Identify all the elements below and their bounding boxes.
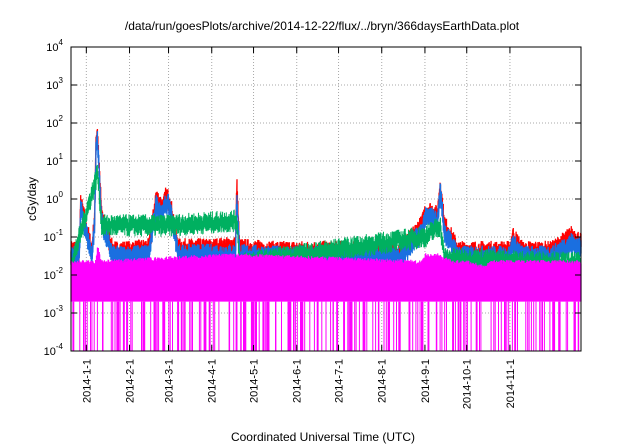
y-tick-exponent: -1 xyxy=(56,228,64,237)
y-tick-mantissa: 10 xyxy=(46,118,58,130)
y-tick-mantissa: 10 xyxy=(46,80,58,92)
y-axis-label: cGy/day xyxy=(25,177,39,221)
y-tick-label: 104 xyxy=(46,38,63,54)
y-tick-mantissa: 10 xyxy=(44,270,56,282)
x-tick-label: 2014-5-1 xyxy=(249,359,261,403)
y-tick-label: 10-4 xyxy=(44,342,64,358)
y-tick-label: 10-1 xyxy=(44,228,64,244)
series-dropouts xyxy=(70,301,580,351)
y-tick-label: 102 xyxy=(46,114,63,130)
x-axis-label: Coordinated Universal Time (UTC) xyxy=(231,430,415,444)
x-tick-label: 2014-8-1 xyxy=(377,359,389,403)
x-tick-label: 2014-7-1 xyxy=(334,359,346,403)
y-tick-mantissa: 10 xyxy=(44,346,56,358)
y-tick-mantissa: 10 xyxy=(46,194,58,206)
series-2 xyxy=(70,164,582,277)
y-tick-exponent: -4 xyxy=(56,342,64,351)
y-tick-label: 10-2 xyxy=(44,266,64,282)
series-3 xyxy=(70,247,582,351)
chart-title: /data/run/goesPlots/archive/2014-12-22/f… xyxy=(125,19,520,33)
x-tick-label: 2014-3-1 xyxy=(164,359,176,403)
y-tick-label: 101 xyxy=(46,152,63,168)
x-tick-label: 2014-11-1 xyxy=(505,359,517,408)
y-tick-mantissa: 10 xyxy=(44,308,56,320)
y-tick-exponent: 4 xyxy=(59,38,64,47)
plot-area xyxy=(70,128,582,351)
y-tick-mantissa: 10 xyxy=(46,156,58,168)
y-tick-label: 100 xyxy=(46,190,63,206)
y-tick-label: 10-3 xyxy=(44,304,64,320)
series-trace xyxy=(70,164,582,277)
y-tick-mantissa: 10 xyxy=(46,42,58,54)
y-tick-label: 103 xyxy=(46,76,63,92)
y-tick-exponent: 0 xyxy=(59,190,64,199)
x-tick-label: 2014-1-1 xyxy=(81,359,93,403)
x-tick-label: 2014-4-1 xyxy=(207,359,219,403)
y-tick-exponent: -3 xyxy=(56,304,64,313)
x-tick-label: 2014-2-1 xyxy=(125,359,137,403)
x-tick-label: 2014-9-1 xyxy=(420,359,432,403)
x-tick-label: 2014-10-1 xyxy=(462,359,474,409)
y-tick-exponent: 3 xyxy=(59,76,64,85)
y-tick-exponent: -2 xyxy=(56,266,64,275)
x-tick-label: 2014-6-1 xyxy=(292,359,304,403)
y-tick-exponent: 1 xyxy=(59,152,64,161)
y-tick-mantissa: 10 xyxy=(44,232,56,244)
y-tick-exponent: 2 xyxy=(59,114,64,123)
axis-ticks xyxy=(71,46,581,352)
